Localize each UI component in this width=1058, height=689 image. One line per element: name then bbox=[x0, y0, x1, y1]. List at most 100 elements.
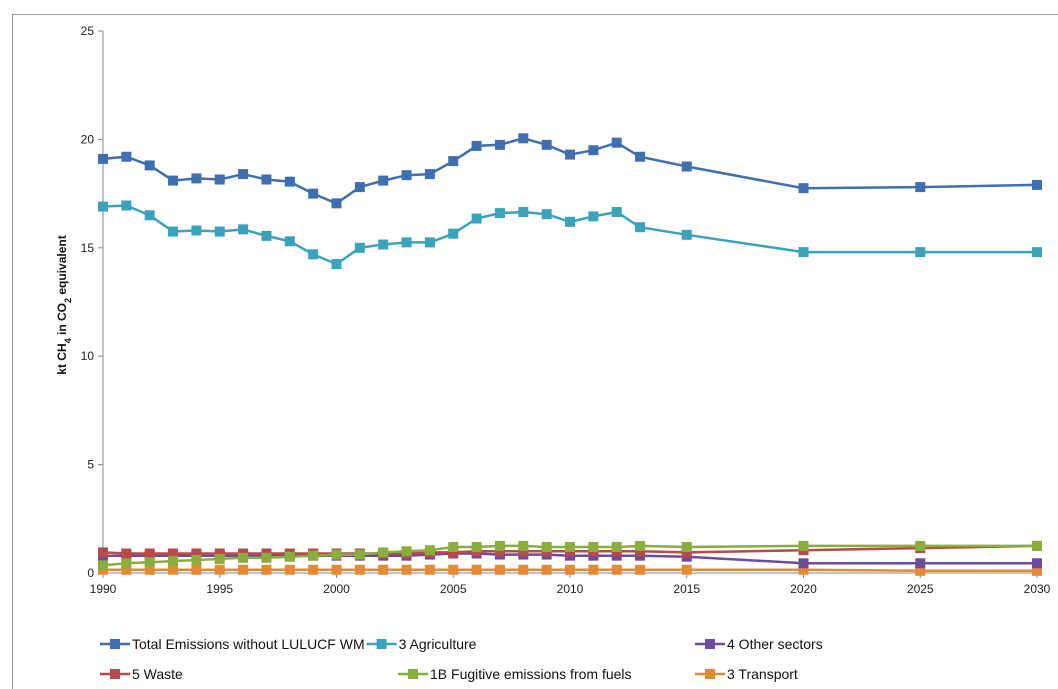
x-tick-label: 2005 bbox=[440, 582, 467, 596]
data-point bbox=[588, 541, 599, 552]
data-point bbox=[518, 540, 529, 551]
data-point bbox=[1032, 540, 1042, 551]
data-point bbox=[798, 183, 809, 194]
data-point bbox=[541, 541, 552, 552]
data-point bbox=[354, 549, 365, 560]
data-point bbox=[494, 139, 505, 150]
data-point bbox=[214, 553, 225, 564]
y-axis-label-sub: 4 bbox=[63, 338, 73, 343]
data-point bbox=[378, 239, 389, 250]
data-point bbox=[424, 545, 435, 556]
data-point bbox=[354, 242, 365, 253]
data-point bbox=[448, 564, 459, 575]
data-point bbox=[611, 137, 622, 148]
data-point bbox=[1032, 558, 1042, 569]
data-point bbox=[798, 564, 809, 575]
x-tick-label: 2015 bbox=[673, 582, 700, 596]
data-point bbox=[121, 558, 132, 569]
data-point bbox=[284, 236, 295, 247]
data-point bbox=[191, 554, 202, 565]
data-point bbox=[98, 201, 108, 212]
legend-label: 1B Fugitive emissions from fuels bbox=[430, 666, 632, 682]
legend-marker bbox=[705, 669, 715, 679]
data-point bbox=[915, 565, 926, 576]
data-point bbox=[401, 564, 412, 575]
x-tick-label: 2000 bbox=[323, 582, 350, 596]
data-point bbox=[331, 198, 342, 209]
data-point bbox=[238, 224, 249, 235]
data-point bbox=[471, 140, 482, 151]
y-tick-label: 15 bbox=[81, 241, 95, 255]
data-point bbox=[308, 564, 319, 575]
data-point bbox=[191, 564, 202, 575]
data-point bbox=[331, 549, 342, 560]
data-point bbox=[541, 139, 552, 150]
series-line bbox=[103, 568, 1037, 573]
data-point bbox=[424, 564, 435, 575]
legend-item-5: 3 Transport bbox=[695, 666, 798, 682]
data-point bbox=[284, 551, 295, 562]
data-point bbox=[214, 174, 225, 185]
data-point bbox=[214, 548, 225, 559]
data-point bbox=[168, 556, 179, 567]
legend: Total Emissions without LULUCF WM 3 Agric… bbox=[100, 636, 823, 682]
data-point bbox=[915, 540, 926, 551]
data-point bbox=[635, 151, 646, 162]
chart-frame bbox=[12, 14, 1058, 689]
data-point bbox=[98, 560, 108, 571]
data-point bbox=[261, 552, 272, 563]
data-point bbox=[144, 557, 155, 568]
data-point bbox=[121, 151, 132, 162]
data-point bbox=[121, 548, 132, 559]
legend-label: 3 Agriculture bbox=[399, 636, 477, 652]
data-point bbox=[915, 247, 926, 258]
y-tick-label: 25 bbox=[81, 24, 95, 38]
data-point bbox=[635, 540, 646, 551]
data-point bbox=[238, 564, 249, 575]
y-axis-label-sub2: 2 bbox=[63, 298, 73, 303]
data-point bbox=[144, 160, 155, 171]
y-tick-label: 10 bbox=[81, 349, 95, 363]
data-point bbox=[541, 209, 552, 220]
data-point bbox=[588, 211, 599, 222]
data-point bbox=[611, 564, 622, 575]
data-point bbox=[1032, 565, 1042, 576]
data-point bbox=[494, 540, 505, 551]
data-point bbox=[588, 564, 599, 575]
y-axis-label-prefix: kt CH bbox=[55, 343, 69, 374]
legend-label: 3 Transport bbox=[727, 666, 798, 682]
data-point bbox=[144, 210, 155, 221]
data-point bbox=[424, 237, 435, 248]
data-point bbox=[541, 564, 552, 575]
legend-marker bbox=[110, 639, 120, 649]
data-point bbox=[915, 558, 926, 569]
y-axis-label-suffix: equivalent bbox=[55, 235, 69, 298]
data-point bbox=[798, 247, 809, 258]
data-point bbox=[681, 564, 692, 575]
series-line bbox=[102, 137, 1038, 205]
y-tick-label: 20 bbox=[81, 132, 95, 146]
data-point bbox=[121, 200, 132, 211]
data-point bbox=[191, 173, 202, 184]
series-line bbox=[103, 552, 1037, 565]
y-tick-label: 0 bbox=[87, 566, 94, 580]
legend-item-1: 3 Agriculture bbox=[366, 636, 477, 652]
legend-label: 5 Waste bbox=[132, 666, 183, 682]
data-point bbox=[168, 175, 179, 186]
data-point bbox=[191, 225, 202, 236]
x-tick-label: 1990 bbox=[90, 582, 117, 596]
y-tick-label: 5 bbox=[87, 458, 94, 472]
data-point bbox=[378, 175, 389, 186]
data-point bbox=[518, 564, 529, 575]
data-point bbox=[471, 213, 482, 224]
data-point bbox=[308, 249, 319, 260]
x-tick-label: 2025 bbox=[907, 582, 934, 596]
data-point bbox=[401, 170, 412, 181]
data-point bbox=[308, 550, 319, 561]
data-point bbox=[144, 564, 155, 575]
legend-label: 4 Other sectors bbox=[727, 636, 823, 652]
data-point bbox=[448, 228, 459, 239]
data-point bbox=[798, 558, 809, 569]
legend-item-0: Total Emissions without LULUCF WM bbox=[100, 636, 365, 652]
